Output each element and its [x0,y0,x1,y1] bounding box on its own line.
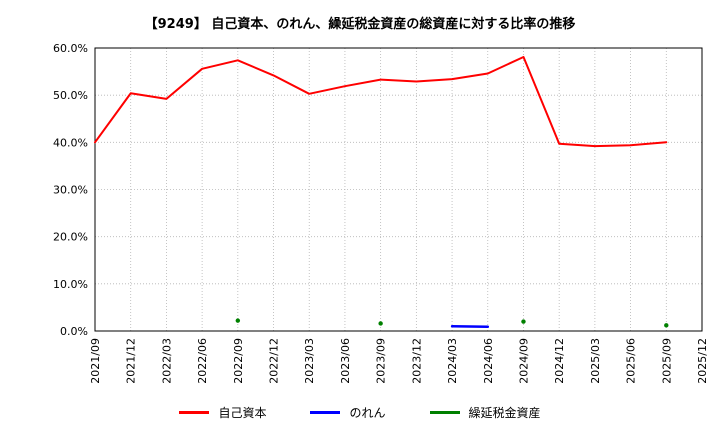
legend-label: 自己資本 [218,406,267,420]
legend-swatch [310,411,341,414]
x-tick-label: 2023/09 [375,338,388,384]
legend-item: 自己資本 [179,404,266,421]
legend-swatch [179,411,210,414]
y-tick-label: 50.0% [53,89,88,102]
y-tick-label: 0.0% [60,325,88,338]
chart-title: 【9249】 自己資本、のれん、繰延税金資産の総資産に対する比率の推移 [144,17,576,32]
legend: 自己資本 のれん 繰延税金資産 [0,404,720,421]
x-tick-label: 2025/12 [696,338,709,384]
series-のれん [450,325,490,329]
legend-item: のれん [310,404,386,421]
x-tick-label: 2024/09 [517,338,530,384]
y-axis-labels: 0.0% 10.0% 20.0% 30.0% 40.0% 50.0% 60.0% [53,42,88,338]
x-tick-label: 2022/09 [232,338,245,384]
gridlines [94,47,703,332]
x-tick-label: 2022/03 [160,338,173,384]
series-自己資本 [94,56,668,148]
x-tick-label: 2023/12 [410,338,423,384]
x-tick-label: 2025/09 [660,338,673,384]
series-繰延税金資産 [235,318,669,328]
plot-border [94,47,703,332]
y-tick-label: 20.0% [53,231,88,244]
legend-label: のれん [349,406,386,420]
y-tick-label: 10.0% [53,278,88,291]
y-tick-label: 60.0% [53,42,88,55]
x-tick-label: 2025/06 [625,338,638,384]
x-tick-label: 2024/03 [446,338,459,384]
y-tick-label: 40.0% [53,136,88,149]
x-tick-label: 2023/03 [303,338,316,384]
x-tick-label: 2021/09 [89,338,102,384]
legend-item: 繰延税金資産 [429,404,541,421]
x-tick-label: 2022/12 [268,338,281,384]
x-tick-label: 2024/12 [553,338,566,384]
x-tick-label: 2021/12 [125,338,138,384]
legend-swatch [429,411,460,414]
y-tick-label: 30.0% [53,184,88,197]
x-axis-labels: 2021/09 2021/12 2022/03 2022/06 2022/09 2022/… [89,338,709,384]
x-tick-label: 2024/06 [482,338,495,384]
x-tick-label: 2023/06 [339,338,352,384]
x-tick-label: 2022/06 [196,338,209,384]
x-tick-label: 2025/03 [589,338,602,384]
legend-label: 繰延税金資産 [468,406,541,420]
